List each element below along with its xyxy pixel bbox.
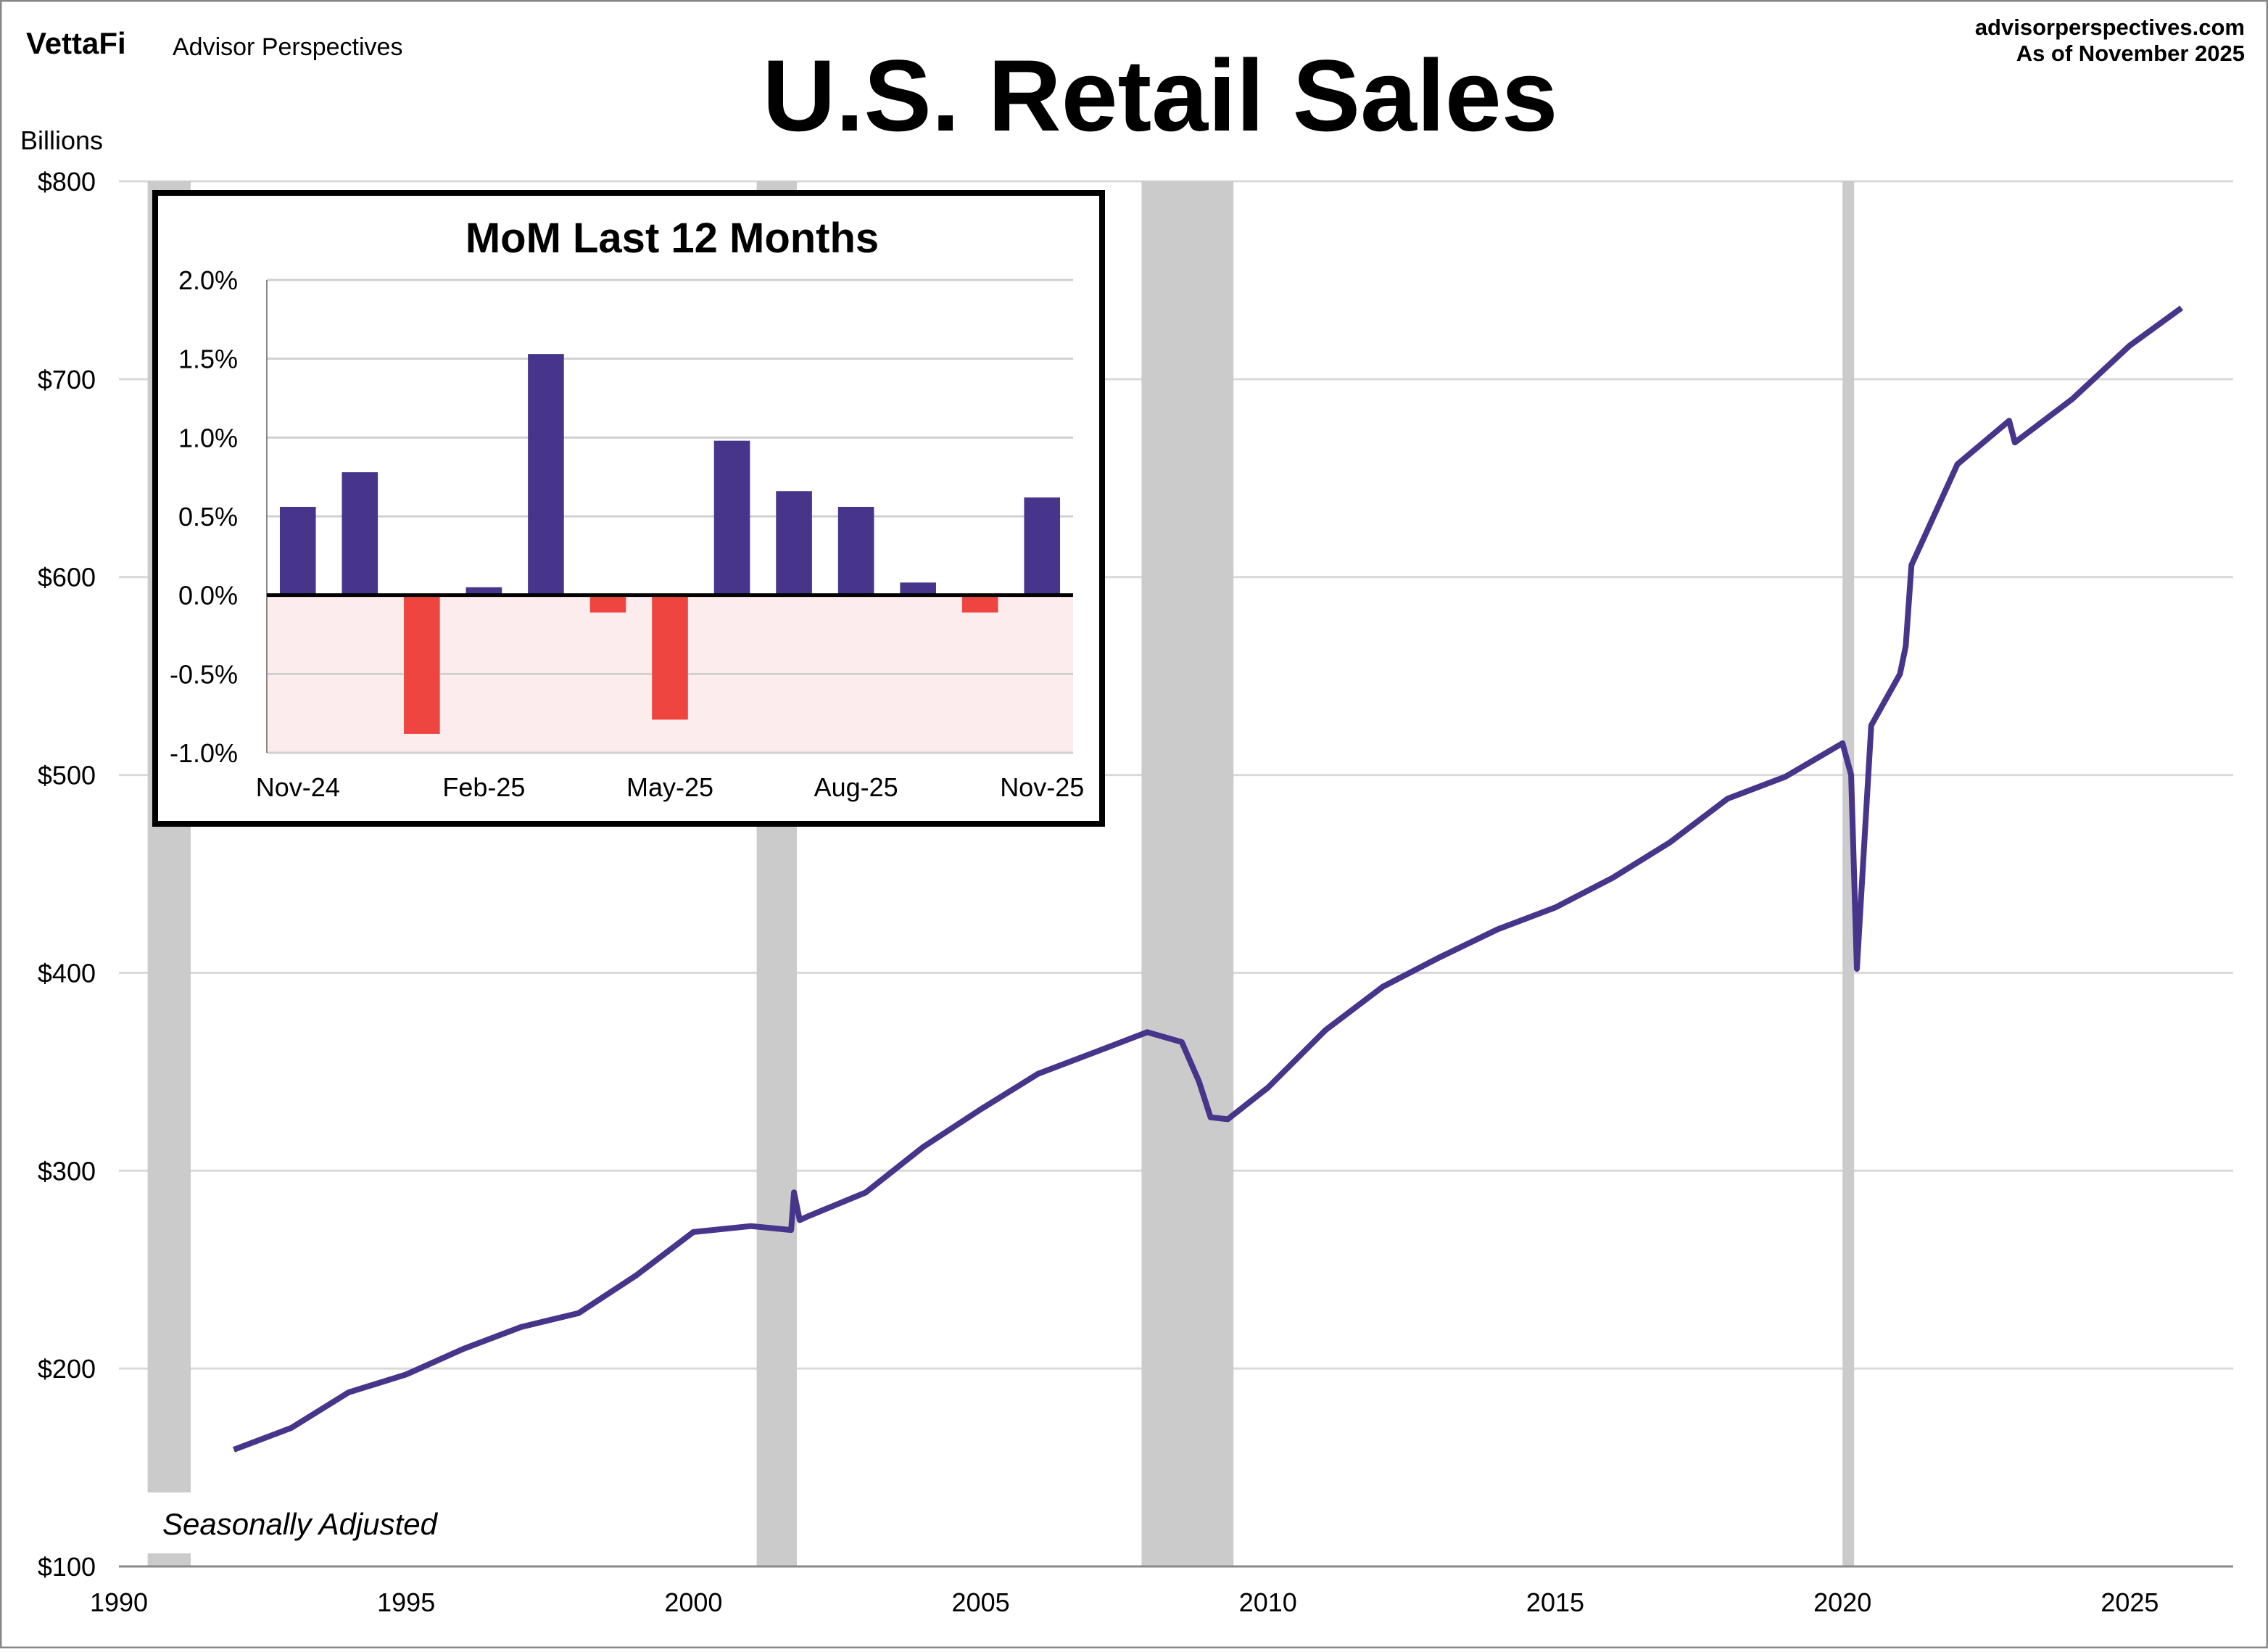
y-tick-label: $700 [38, 365, 96, 395]
inset-x-tick-label: Aug-25 [814, 772, 898, 802]
x-tick-label: 2025 [2101, 1587, 2159, 1617]
mom-bar-aug-25 [837, 506, 874, 595]
x-tick-label: 2015 [1526, 1587, 1584, 1617]
mom-bar-nov-24 [279, 506, 316, 595]
y-tick-label: $200 [38, 1354, 96, 1384]
brand-name: Advisor Perspectives [173, 33, 402, 61]
mom-bar-oct-25 [961, 595, 998, 613]
inset-y-tick-label: 0.0% [178, 581, 238, 611]
recession-band [1842, 181, 1855, 1566]
inset-x-tick-label: Feb-25 [442, 772, 525, 802]
y-tick-label: $600 [38, 563, 96, 592]
as-of-date: As of November 2025 [2016, 41, 2245, 66]
inset-y-tick-label: 1.0% [178, 423, 238, 453]
y-tick-label: $800 [38, 167, 96, 197]
mom-bar-dec-24 [342, 472, 378, 595]
mom-bar-jan-25 [404, 595, 440, 734]
mom-bar-jul-25 [776, 491, 812, 595]
y-tick-label: $400 [38, 958, 96, 988]
inset-title: MoM Last 12 Months [465, 215, 879, 262]
y-tick-label: $300 [38, 1156, 96, 1186]
inset-y-tick-label: 1.5% [178, 344, 238, 374]
inset-y-tick-label: 0.5% [178, 502, 238, 532]
inset-x-tick-label: Nov-25 [1000, 772, 1084, 802]
inset-x-tick-label: Nov-24 [256, 772, 340, 802]
inset-y-tick-label: 2.0% [178, 265, 238, 295]
mom-bar-nov-25 [1024, 497, 1061, 595]
chart-title: U.S. Retail Sales [762, 38, 1557, 152]
recession-band [1141, 181, 1234, 1566]
x-tick-label: 2020 [1813, 1587, 1871, 1617]
note-background [145, 1492, 479, 1553]
x-tick-label: 2005 [952, 1587, 1010, 1617]
y-tick-label: $100 [38, 1552, 96, 1582]
mom-bar-may-25 [652, 595, 688, 720]
inset-x-tick-label: May-25 [626, 772, 713, 802]
x-tick-label: 1995 [377, 1587, 435, 1617]
mom-bar-feb-25 [465, 587, 502, 595]
seasonally-adjusted-note: Seasonally Adjusted [162, 1507, 439, 1541]
mom-bar-apr-25 [589, 595, 626, 613]
site-url: advisorperspectives.com [1975, 15, 2245, 40]
x-tick-label: 2000 [664, 1587, 722, 1617]
mom-bar-mar-25 [528, 354, 564, 595]
mom-bar-jun-25 [713, 440, 750, 595]
inset-y-tick-label: -1.0% [170, 738, 238, 768]
vettafi-logo: VettaFi [26, 26, 126, 60]
x-tick-label: 2010 [1239, 1587, 1297, 1617]
x-tick-label: 1990 [90, 1587, 148, 1617]
retail-sales-line [233, 305, 2184, 1453]
mom-bar-sep-25 [900, 582, 936, 595]
inset-y-tick-label: -0.5% [170, 659, 238, 689]
y-tick-label: $500 [38, 761, 96, 790]
y-axis-label: Billions [20, 125, 103, 155]
